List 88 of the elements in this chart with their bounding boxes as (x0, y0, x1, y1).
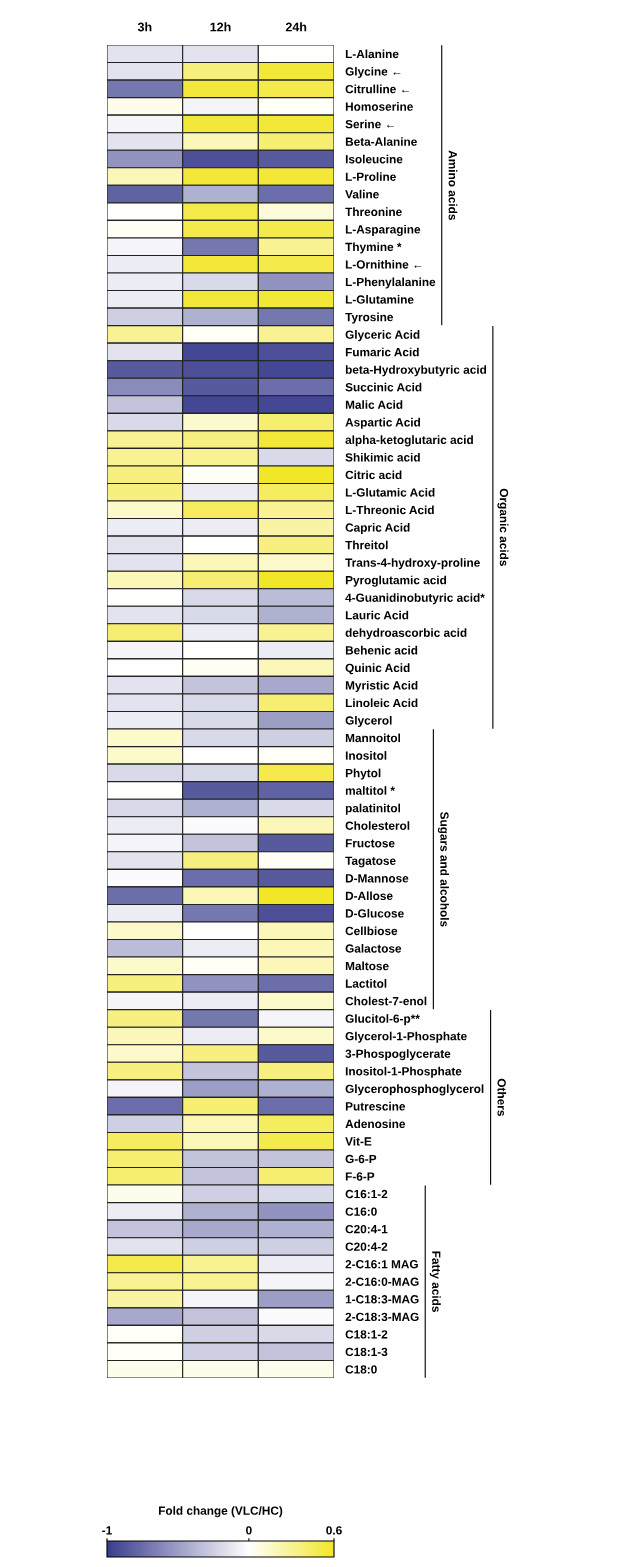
y-tick-label: Glucitol-6-p** (345, 1014, 420, 1026)
y-tick-label: C18:1-2 (345, 1330, 388, 1339)
y-tick-label: D-Mannose (345, 874, 409, 883)
y-tick-label: Fumaric Acid (345, 347, 419, 357)
y-tick-label: Malic Acid (345, 400, 403, 409)
y-tick-label: Glycine ← (345, 67, 401, 79)
y-tick-label: D-Glucose (345, 908, 404, 918)
y-tick-label: alpha-ketoglutaric acid (345, 435, 473, 447)
y-tick-label: Serine ← (345, 119, 394, 129)
y-tick-label: L-Glutamic Acid (345, 487, 435, 497)
y-tick-label: Trans-4-hydroxy-proline (345, 558, 480, 570)
x-tick-label: 24h (285, 22, 307, 32)
y-tick-label: Cholest-7-enol (345, 996, 427, 1006)
y-tick-label: 1-C18:3-MAG (345, 1295, 419, 1304)
y-tick-label: L-Alanine (345, 49, 399, 59)
y-tick-label: Succinic Acid (345, 382, 422, 392)
color-bar-title: Fold change (VLC/HC) (158, 1506, 283, 1518)
y-tick-label: 4-Guanidinobutyric acid* (345, 593, 485, 605)
y-tick-label: 2-C18:3-MAG (345, 1312, 419, 1322)
y-tick-label: C16:1-2 (345, 1189, 388, 1199)
y-tick-label: L-Proline (345, 172, 396, 181)
y-tick-label: L-Glutamine (345, 295, 414, 304)
y-tick-label: maltitol * (345, 786, 395, 795)
y-tick-label: Isoleucine (345, 154, 403, 164)
y-tick-label: Beta-Alanine (345, 137, 417, 146)
y-tick-label: Vit-E (345, 1136, 372, 1146)
y-tick-label: Thymine * (345, 242, 402, 254)
color-bar-label: -1 (102, 1526, 112, 1535)
y-tick-label: Inositol (345, 751, 387, 760)
y-tick-label: Glyceric Acid (345, 330, 420, 342)
y-tick-label: Valine (345, 189, 379, 199)
y-tick-label: D-Allose (345, 891, 393, 901)
y-tick-label: G-6-P (345, 1154, 377, 1164)
color-bar-label: 0.6 (326, 1526, 342, 1535)
y-tick-label: L-Asparagine (345, 224, 421, 236)
y-tick-label: Adenosine (345, 1119, 406, 1129)
y-tick-label: Maltose (345, 961, 389, 971)
y-tick-label: Lactitol (345, 979, 387, 988)
y-tick-label: Cholesterol (345, 821, 410, 830)
y-tick-label: Linoleic Acid (345, 698, 418, 708)
x-tick-label: 12h (210, 22, 231, 32)
y-tick-label: C18:0 (345, 1365, 377, 1374)
text: Amino acids (448, 150, 458, 220)
y-tick-label: Galactose (345, 944, 402, 953)
y-tick-label: 3-Phospoglycerate (345, 1049, 451, 1061)
y-tick-label: C20:4-1 (345, 1224, 388, 1234)
y-tick-label: Citric acid (345, 470, 402, 480)
y-tick-label: Quinic Acid (345, 663, 410, 675)
text: Others (497, 1078, 507, 1116)
y-tick-label: Tyrosine (345, 312, 394, 324)
y-tick-label: L-Phenylalanine (345, 277, 436, 289)
y-tick-label: L-Ornithine ← (345, 259, 422, 269)
text: Sugars and alcohols (437, 811, 449, 927)
y-tick-label: Threitol (345, 540, 388, 550)
y-tick-label: F-6-P (345, 1172, 375, 1181)
y-tick-label: Inositol-1-Phosphate (345, 1066, 462, 1078)
y-tick-label: Pyroglutamic acid (345, 575, 447, 587)
y-tick-label: Putrescine (345, 1101, 406, 1111)
y-tick-label: C16:0 (345, 1207, 377, 1216)
y-tick-label: C20:4-2 (345, 1242, 388, 1251)
y-tick-label: Cellbiose (345, 926, 398, 936)
y-tick-label: Phytol (345, 768, 381, 780)
y-tick-label: 2-C16:1 MAG (345, 1260, 418, 1269)
y-tick-label: Lauric Acid (345, 610, 409, 620)
y-tick-label: Mannoitol (345, 733, 401, 743)
y-tick-label: Behenic acid (345, 645, 418, 655)
y-tick-label: Glycerol-1-Phosphate (345, 1031, 467, 1043)
y-tick-label: Aspartic Acid (345, 417, 420, 429)
y-tick-label: C18:1-3 (345, 1347, 388, 1357)
y-tick-label: dehydroascorbic acid (345, 628, 467, 640)
y-tick-label: L-Threonic Acid (345, 505, 434, 515)
x-tick-label: 3h (137, 22, 152, 32)
y-tick-label: Tagatose (345, 856, 396, 868)
y-tick-label: Homoserine (345, 102, 413, 111)
y-tick-label: Fructose (345, 839, 395, 848)
text: Fatty acids (429, 1251, 441, 1312)
y-tick-label: beta-Hydroxybutyric acid (345, 365, 487, 377)
color-bar-label: 0 (246, 1526, 252, 1535)
y-tick-label: Capric Acid (345, 523, 410, 535)
y-tick-label: Myristic Acid (345, 680, 418, 692)
y-tick-label: 2-C16:0-MAG (345, 1277, 419, 1286)
y-tick-label: palatinitol (345, 803, 401, 815)
y-tick-label: Citrulline ← (345, 84, 409, 94)
y-tick-label: Shikimic acid (345, 452, 420, 462)
y-tick-label: Glycerol (345, 715, 392, 727)
y-tick-label: Glycerophosphoglycerol (345, 1084, 484, 1096)
text: Organic acids (497, 488, 509, 566)
y-tick-label: Threonine (345, 207, 402, 217)
